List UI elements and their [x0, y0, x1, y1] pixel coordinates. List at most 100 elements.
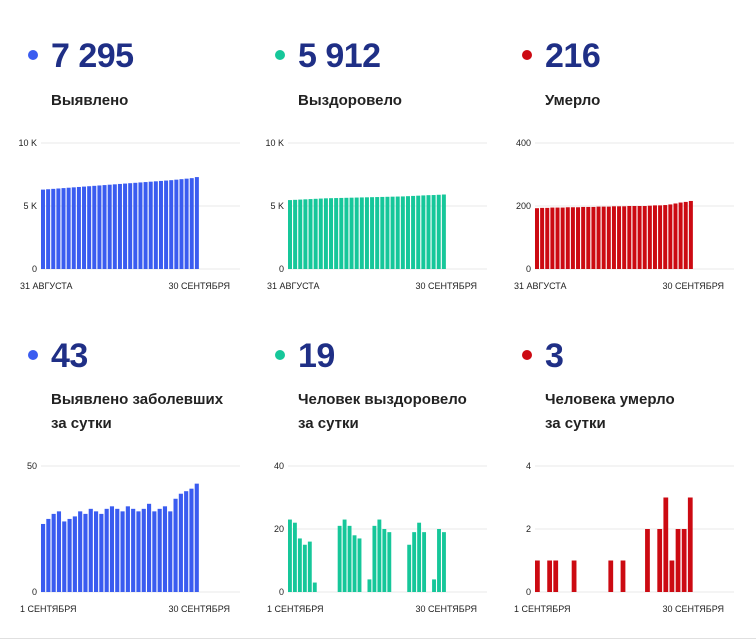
recovered-daily-label: Человек выздоровело за сутки [298, 388, 467, 436]
bar [153, 181, 158, 269]
bar [67, 518, 72, 592]
bar [437, 529, 441, 592]
bar [576, 207, 581, 269]
recovered-daily-value: 19 [298, 337, 335, 375]
bar [152, 511, 157, 592]
bar [645, 529, 650, 592]
bar [349, 197, 354, 269]
bar [288, 200, 293, 269]
y-tick-label: 5 K [270, 201, 284, 211]
bar [339, 197, 344, 269]
bar [608, 560, 614, 592]
bar [586, 206, 591, 269]
bar [94, 511, 99, 592]
bar [293, 199, 298, 269]
deaths-daily-value: 3 [545, 337, 564, 375]
bar [120, 511, 125, 592]
bar [157, 508, 162, 592]
bar [647, 205, 652, 269]
bar [547, 560, 553, 592]
bar [147, 503, 152, 592]
bar [99, 513, 104, 592]
bar [642, 206, 647, 269]
bar [133, 182, 138, 269]
bar [46, 518, 51, 592]
bar [627, 206, 632, 269]
bar [606, 206, 611, 269]
label-line: за сутки [51, 415, 112, 432]
x-label-end: 30 СЕНТЯБРЯ [662, 281, 724, 291]
bar [82, 186, 87, 269]
y-tick-label: 0 [526, 264, 531, 274]
detected-total-label: Выявлено [51, 89, 128, 113]
bar [194, 177, 199, 269]
bar [307, 541, 312, 592]
bar [560, 207, 565, 269]
bar [312, 582, 317, 592]
y-tick-label: 50 [27, 461, 37, 471]
bar [372, 525, 377, 592]
legend-dot [522, 50, 532, 60]
bar [131, 508, 136, 592]
bar [169, 180, 174, 269]
bar [297, 538, 302, 592]
x-label-start: 31 АВГУСТА [20, 281, 73, 291]
bar [288, 519, 292, 592]
bar [109, 506, 115, 592]
bar [571, 560, 577, 592]
bar [66, 187, 71, 269]
bar [581, 206, 586, 269]
y-tick-label: 0 [32, 587, 37, 597]
bar [382, 529, 387, 592]
y-tick-label: 4 [526, 461, 531, 471]
bar [431, 195, 436, 269]
bar [337, 525, 342, 592]
label-line: Выявлено заболевших [51, 391, 224, 408]
deaths-daily-chart: 0 2 4 1 СЕНТЯБРЯ 30 СЕНТЯБРЯ [514, 461, 734, 614]
x-label-end: 30 СЕНТЯБРЯ [415, 604, 477, 614]
bar [416, 195, 421, 269]
legend-dot [28, 350, 38, 360]
bar [148, 181, 153, 269]
bar [570, 207, 575, 269]
y-tick-label: 20 [274, 524, 284, 534]
bar [632, 206, 637, 269]
bar [128, 183, 133, 269]
legend-dot [28, 50, 38, 60]
bar [400, 196, 405, 269]
x-label-end: 30 СЕНТЯБРЯ [662, 604, 724, 614]
bar [668, 204, 673, 269]
bar [125, 506, 130, 592]
bar [377, 519, 382, 592]
bar [173, 498, 178, 592]
y-tick-label: 10 K [265, 138, 284, 148]
recovered-daily-chart: 0 20 40 1 СЕНТЯБРЯ 30 СЕНТЯБРЯ [267, 461, 487, 614]
bar [158, 180, 163, 269]
detected-total-chart: 0 5 K 10 K 31 АВГУСТА 30 СЕНТЯБРЯ [18, 138, 240, 291]
detected-total-value: 7 295 [51, 37, 134, 75]
bar [184, 178, 189, 269]
bar [179, 179, 184, 269]
bar [535, 560, 540, 592]
bar [553, 560, 559, 592]
bar [178, 493, 183, 592]
x-label-start: 1 СЕНТЯБРЯ [267, 604, 324, 614]
y-tick-label: 0 [279, 587, 284, 597]
bar [88, 508, 93, 592]
recovered-total-label: Выздоровело [298, 89, 402, 113]
bar [347, 525, 352, 592]
label-line: Выявлено [51, 92, 129, 109]
bar [540, 207, 545, 269]
bar [41, 189, 46, 269]
bar [657, 529, 663, 592]
x-label-start: 1 СЕНТЯБРЯ [514, 604, 571, 614]
bar [97, 185, 102, 269]
bar [367, 579, 372, 592]
bar [390, 196, 395, 269]
x-label-start: 31 АВГУСТА [514, 281, 567, 291]
bar [436, 194, 441, 269]
bar [92, 185, 97, 269]
bar [308, 199, 313, 269]
legend-dot [275, 50, 285, 60]
bar [652, 205, 657, 269]
